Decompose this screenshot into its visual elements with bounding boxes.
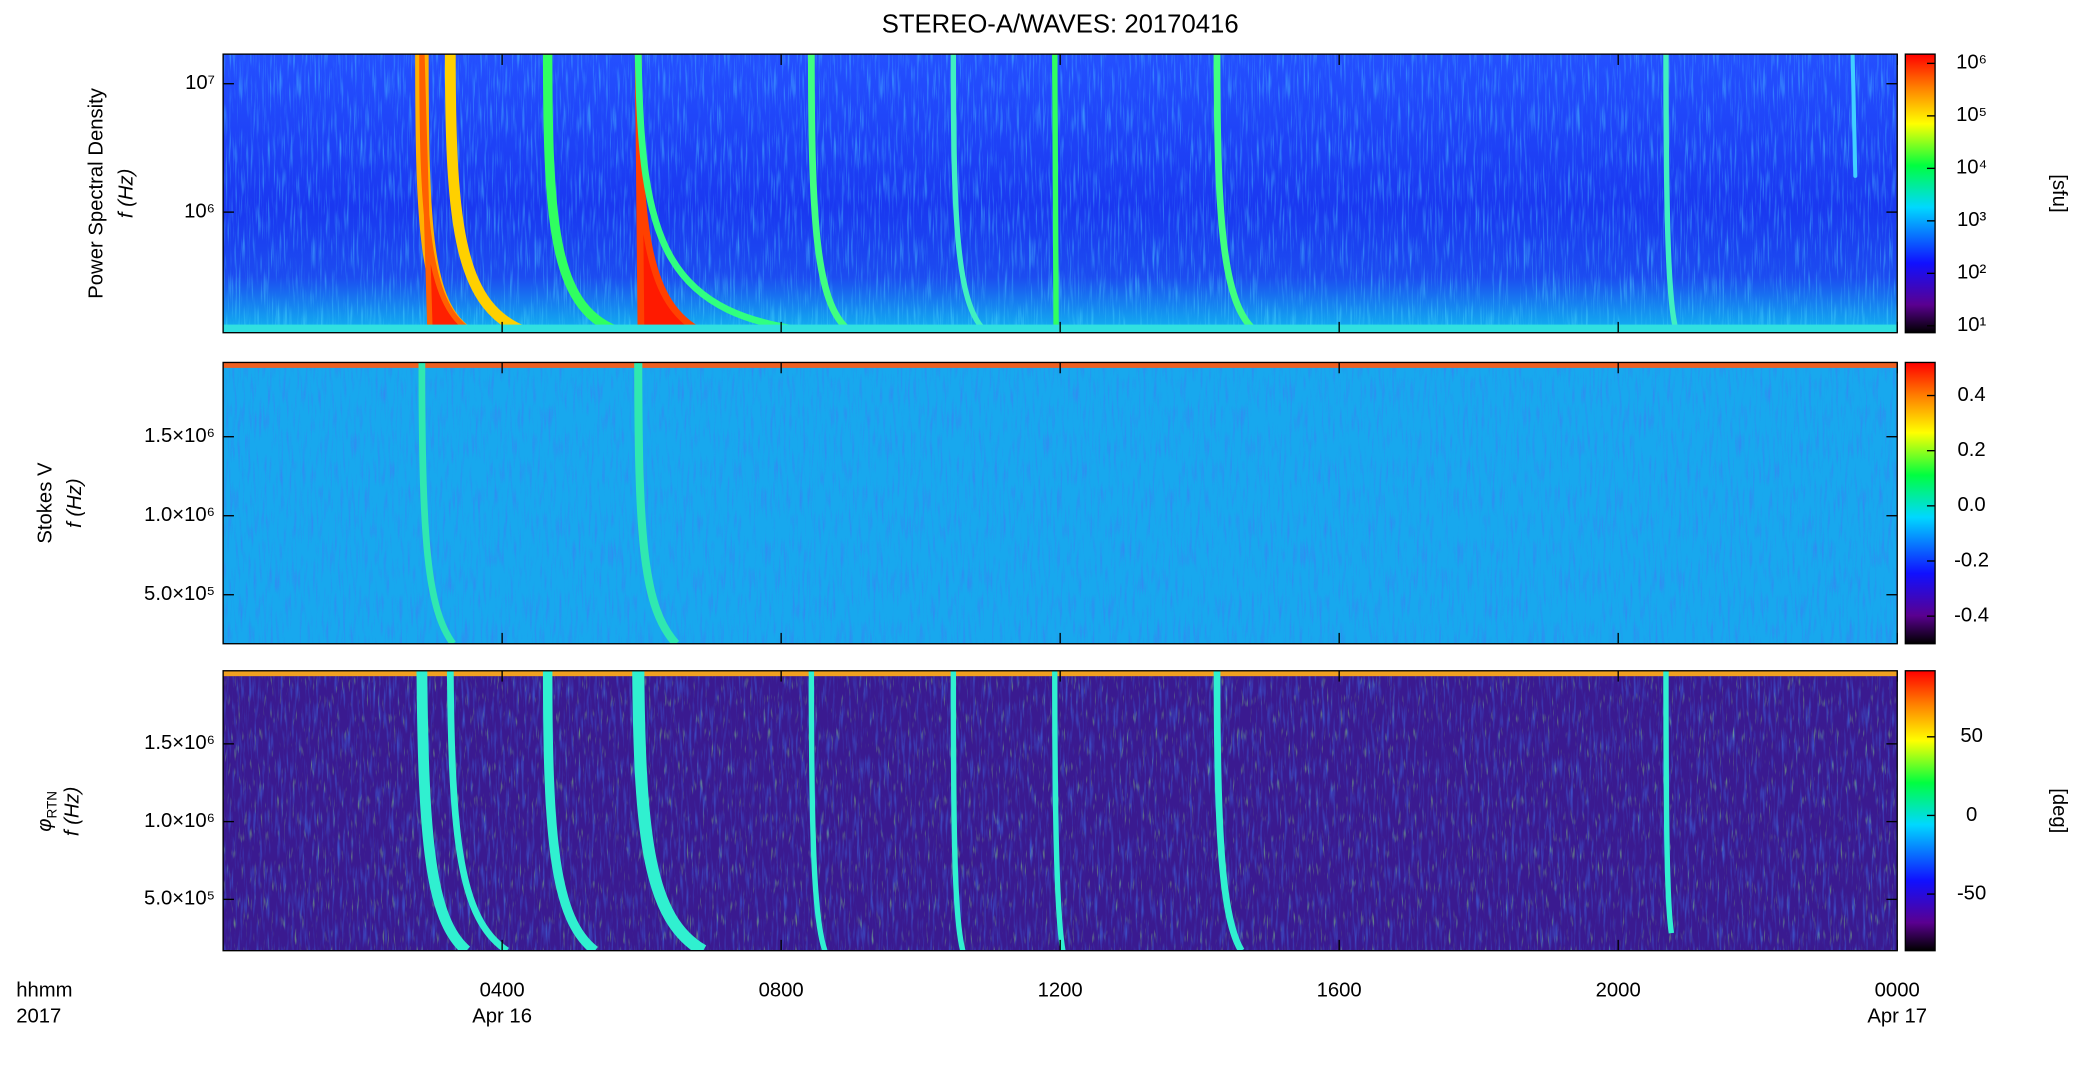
x-tick-label: 0000: [1875, 980, 1920, 1002]
colorbar-tick-label: -50: [1957, 882, 1986, 904]
x-axis-label: hhmm: [16, 980, 72, 1002]
colorbar-tick-label: 0.4: [1957, 384, 1985, 406]
y-tick-label: 1.0×10⁶: [144, 504, 215, 526]
y-tick-label: 5.0×10⁵: [144, 888, 215, 910]
colorbar-tick-label: 50: [1960, 725, 1983, 747]
y-axis-label: f (Hz): [64, 478, 86, 528]
y-tick-label: 1.5×10⁶: [144, 425, 215, 447]
x-tick-label: 1600: [1317, 980, 1362, 1002]
y-axis-label: Power Spectral Density: [86, 87, 108, 298]
colorbar: [1904, 670, 1936, 952]
colorbar-tick-label: 10³: [1957, 209, 1987, 231]
colorbar-tick-label: 0.2: [1957, 439, 1985, 461]
y-axis-label: φRTN: [34, 791, 59, 832]
colorbar: [1904, 361, 1936, 645]
x-tick-date-label: Apr 16: [472, 1005, 532, 1027]
y-axis-label: f (Hz): [61, 787, 83, 837]
y-tick-label: 10⁶: [184, 200, 215, 222]
y-tick-label: 1.5×10⁶: [144, 732, 215, 754]
colorbar-label: [sfu]: [2048, 174, 2070, 212]
x-tick-label: 0400: [480, 980, 525, 1002]
colorbar-tick-label: 0.0: [1957, 494, 1985, 516]
y-tick-label: 10⁷: [185, 72, 215, 94]
y-axis-symbol: φ: [34, 819, 56, 832]
colorbar-tick-label: 10⁵: [1956, 104, 1987, 126]
colorbar-tick-label: -0.2: [1954, 549, 1989, 571]
spectrogram-psd: [223, 54, 1898, 333]
colorbar-tick-label: -0.4: [1954, 605, 1989, 627]
y-tick-label: 5.0×10⁵: [144, 583, 215, 605]
y-axis-label: f (Hz): [115, 169, 137, 219]
x-tick-date-label: Apr 17: [1867, 1005, 1927, 1027]
spectrogram-phi: [223, 670, 1898, 951]
colorbar-label: [deg]: [2048, 788, 2070, 833]
colorbar-tick-label: 10⁶: [1956, 52, 1987, 74]
spectrogram-stokes: [223, 362, 1898, 644]
x-tick-label: 1200: [1038, 980, 1083, 1002]
y-axis-subscript: RTN: [44, 791, 59, 819]
chart-title: STEREO-A/WAVES: 20170416: [882, 11, 1239, 39]
colorbar: [1904, 53, 1936, 334]
x-axis-label: 2017: [16, 1005, 61, 1027]
y-tick-label: 1.0×10⁶: [144, 810, 215, 832]
colorbar-tick-label: 10²: [1957, 262, 1987, 284]
y-axis-label: Stokes V: [34, 462, 56, 544]
colorbar-tick-label: 0: [1966, 804, 1977, 826]
x-tick-label: 0800: [759, 980, 804, 1002]
colorbar-tick-label: 10¹: [1957, 314, 1987, 336]
colorbar-tick-label: 10⁴: [1956, 157, 1987, 179]
x-tick-label: 2000: [1596, 980, 1641, 1002]
